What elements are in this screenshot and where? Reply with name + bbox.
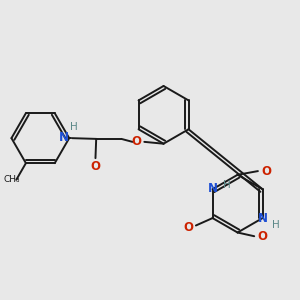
- Text: O: O: [261, 165, 271, 178]
- Text: O: O: [91, 160, 100, 173]
- Text: CH₃: CH₃: [3, 175, 20, 184]
- Text: O: O: [131, 135, 141, 148]
- Text: H: H: [223, 180, 230, 190]
- Text: N: N: [258, 212, 268, 225]
- Text: N: N: [59, 131, 69, 144]
- Text: O: O: [184, 221, 194, 234]
- Text: N: N: [208, 182, 218, 195]
- Text: H: H: [70, 122, 78, 132]
- Text: O: O: [257, 230, 267, 244]
- Text: H: H: [272, 220, 279, 230]
